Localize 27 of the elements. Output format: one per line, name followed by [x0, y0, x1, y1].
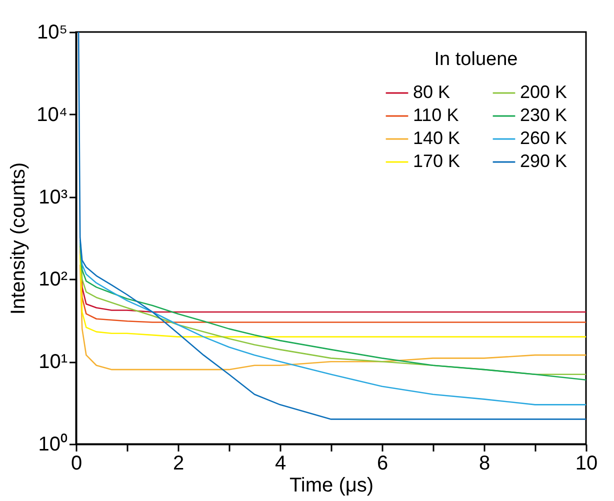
- legend-label: 80 K: [413, 82, 450, 102]
- y-tick-label: 10⁴: [36, 104, 68, 126]
- y-tick-label: 10⁵: [36, 22, 68, 44]
- line-series: [79, 264, 586, 370]
- legend-label: 170 K: [413, 151, 460, 171]
- x-tick-label: 10: [575, 452, 598, 474]
- x-tick-label: 2: [172, 452, 184, 474]
- line-series: [79, 239, 586, 406]
- legend-label: 230 K: [520, 105, 568, 125]
- y-tick-label: 10¹: [38, 351, 68, 374]
- x-tick-label: 0: [70, 452, 82, 474]
- y-tick-label: 10⁰: [38, 432, 68, 456]
- x-tick-label: 4: [274, 452, 286, 474]
- line-series: [78, 32, 586, 420]
- y-tick-label: 10²: [38, 268, 68, 291]
- legend-label: 200 K: [520, 82, 568, 102]
- x-tick-label: 8: [478, 452, 490, 474]
- x-axis-title: Time (μs): [289, 474, 374, 496]
- legend-label: 110 K: [413, 105, 459, 125]
- y-axis-title: Intensity (counts): [8, 162, 30, 315]
- legend-label: 290 K: [520, 151, 568, 171]
- line-series: [79, 254, 586, 338]
- legend-label: 260 K: [520, 128, 568, 148]
- x-tick-label: 6: [376, 452, 388, 474]
- legend-title: In toluene: [434, 49, 518, 70]
- y-tick-label: 10³: [38, 186, 68, 208]
- legend-label: 140 K: [413, 128, 460, 148]
